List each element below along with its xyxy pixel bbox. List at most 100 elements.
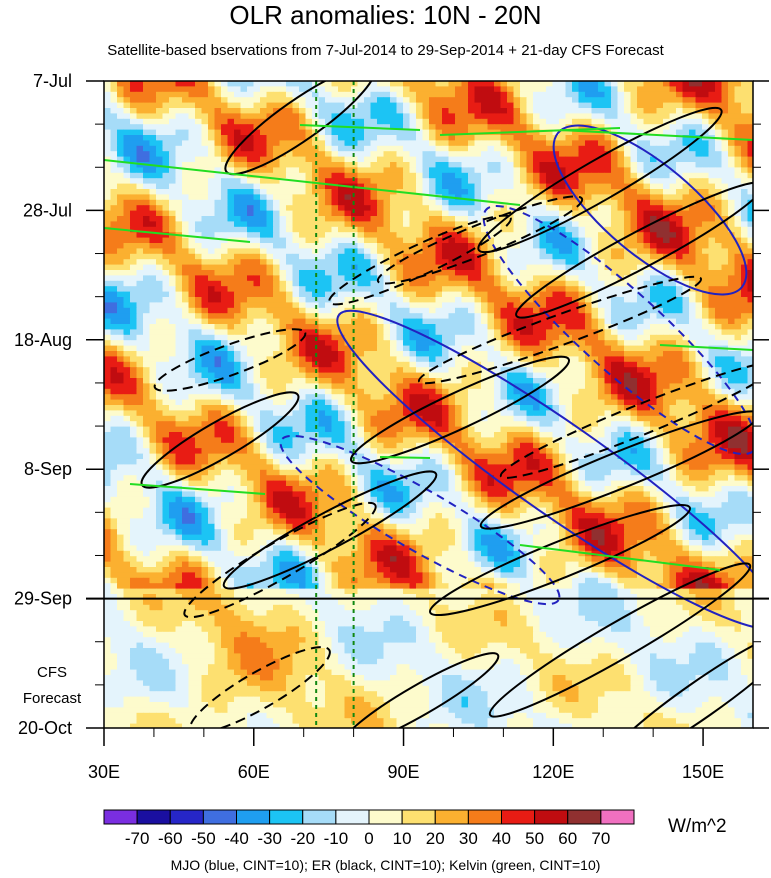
heat-cell: [598, 135, 605, 141]
heat-cell: [494, 118, 501, 125]
heat-cell: [305, 129, 313, 136]
heat-cell: [604, 108, 612, 114]
heat-cell: [715, 259, 722, 265]
heat-cell: [214, 97, 222, 103]
heat-cell: [689, 291, 696, 298]
heat-cell: [663, 286, 670, 292]
heat-cell: [728, 340, 735, 346]
heat-cell: [604, 167, 612, 174]
heat-cell: [578, 189, 586, 195]
heat-cell: [253, 264, 261, 271]
heat-cell: [591, 248, 599, 255]
heat-cell: [383, 151, 391, 157]
heat-cell: [604, 216, 612, 222]
heat-cell: [598, 162, 605, 168]
heat-cell: [325, 205, 332, 211]
heat-cell: [338, 162, 345, 168]
heat-cell: [539, 91, 547, 98]
heat-cell: [286, 318, 293, 325]
heat-cell: [429, 113, 436, 120]
heat-cell: [149, 345, 157, 352]
heat-cell: [279, 129, 287, 136]
heat-cell: [708, 340, 716, 346]
heat-cell: [104, 286, 111, 292]
heat-cell: [156, 124, 163, 130]
heat-cell: [747, 129, 753, 136]
heat-cell: [266, 324, 274, 330]
heat-cell: [676, 129, 683, 136]
heat-cell: [422, 226, 430, 233]
heat-cell: [175, 210, 183, 217]
heat-cell: [689, 151, 696, 157]
heat-cell: [208, 178, 215, 184]
heat-cell: [637, 140, 644, 147]
heat-cell: [338, 97, 345, 103]
heat-cell: [728, 216, 735, 222]
heat-cell: [520, 102, 527, 109]
heat-cell: [468, 243, 475, 249]
heat-cell: [123, 156, 131, 163]
heat-cell: [442, 118, 449, 125]
heat-cell: [702, 81, 709, 87]
heat-cell: [695, 318, 703, 325]
heat-cell: [331, 145, 339, 152]
heat-cell: [650, 113, 657, 120]
heat-cell: [487, 259, 495, 265]
heat-cell: [604, 302, 612, 309]
heat-cell: [585, 334, 592, 341]
heat-cell: [377, 286, 384, 292]
heat-cell: [682, 91, 690, 98]
heat-cell: [507, 189, 514, 195]
heat-cell: [201, 280, 209, 287]
heat-cell: [520, 162, 527, 168]
heat-cell: [338, 113, 345, 120]
heat-cell: [162, 151, 170, 157]
heat-cell: [630, 118, 638, 125]
heat-cell: [182, 118, 189, 125]
heat-cell: [546, 334, 553, 341]
heat-cell: [630, 97, 638, 103]
heat-cell: [409, 145, 417, 152]
heat-cell: [175, 194, 183, 201]
heat-cell: [221, 307, 228, 314]
heat-cell: [442, 297, 449, 303]
heat-cell: [162, 291, 170, 298]
heat-cell: [175, 108, 183, 114]
heat-cell: [559, 86, 566, 93]
heat-cell: [708, 216, 716, 222]
heat-cell: [624, 91, 631, 98]
heat-cell: [338, 210, 345, 217]
heat-cell: [728, 199, 735, 206]
heat-cell: [663, 226, 670, 233]
heat-cell: [312, 108, 319, 114]
heat-cell: [728, 205, 735, 211]
heat-cell: [286, 129, 293, 136]
heat-cell: [383, 345, 391, 352]
heat-cell: [364, 167, 371, 174]
heat-cell: [221, 97, 228, 103]
heat-cell: [156, 280, 163, 287]
heat-cell: [110, 270, 118, 276]
heat-cell: [299, 259, 306, 265]
heat-cell: [695, 329, 703, 336]
heat-cell: [234, 275, 241, 282]
heat-cell: [240, 280, 248, 287]
heat-cell: [617, 210, 625, 217]
heat-cell: [617, 302, 625, 309]
heat-cell: [117, 345, 124, 352]
heat-cell: [390, 253, 397, 260]
heat-cell: [338, 91, 345, 98]
heat-cell: [481, 183, 488, 190]
heat-cell: [266, 297, 274, 303]
heat-cell: [286, 259, 293, 265]
heat-cell: [383, 216, 391, 222]
heat-cell: [585, 313, 592, 319]
heat-cell: [461, 81, 469, 87]
heat-cell: [240, 118, 248, 125]
heat-cell: [318, 291, 326, 298]
heat-cell: [507, 113, 514, 120]
heat-cell: [266, 118, 274, 125]
heat-cell: [143, 140, 150, 147]
heat-cell: [253, 97, 261, 103]
heat-cell: [403, 318, 410, 325]
